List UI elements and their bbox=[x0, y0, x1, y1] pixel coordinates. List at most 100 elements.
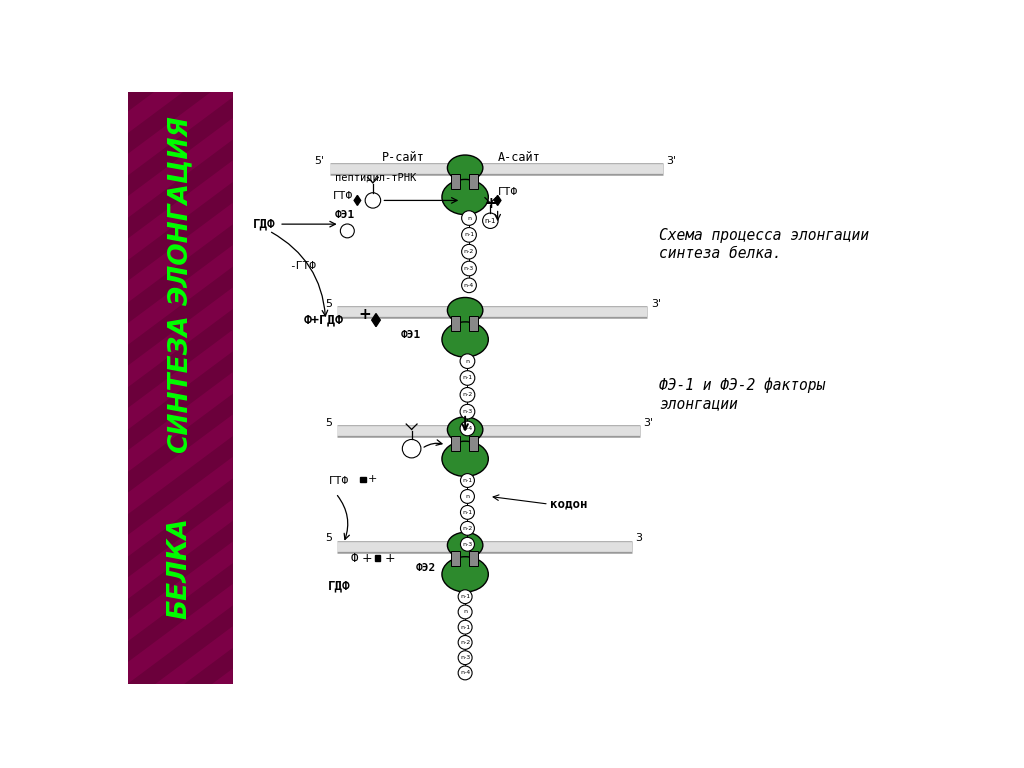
Text: n-2: n-2 bbox=[462, 392, 472, 397]
Text: +: + bbox=[368, 475, 377, 485]
Text: Схема процесса элонгации: Схема процесса элонгации bbox=[658, 228, 869, 243]
Text: Р-сайт: Р-сайт bbox=[382, 151, 425, 164]
Circle shape bbox=[461, 489, 474, 503]
Text: -ГТФ: -ГТФ bbox=[289, 261, 315, 271]
Text: ГТФ: ГТФ bbox=[498, 187, 518, 197]
Ellipse shape bbox=[447, 532, 483, 558]
Ellipse shape bbox=[447, 297, 483, 323]
Ellipse shape bbox=[442, 442, 488, 476]
Text: n-1: n-1 bbox=[463, 376, 472, 380]
Polygon shape bbox=[128, 0, 232, 48]
Text: ГДФ: ГДФ bbox=[328, 579, 350, 592]
Polygon shape bbox=[128, 118, 232, 217]
Text: +: + bbox=[484, 197, 497, 211]
Polygon shape bbox=[128, 627, 232, 726]
Circle shape bbox=[460, 421, 475, 435]
Text: ГДФ: ГДФ bbox=[252, 217, 274, 230]
Text: n-3: n-3 bbox=[462, 409, 472, 414]
Bar bbox=[128, 92, 232, 684]
Ellipse shape bbox=[447, 417, 483, 442]
Text: 5: 5 bbox=[325, 299, 332, 309]
Circle shape bbox=[462, 244, 476, 259]
Text: элонгации: элонгации bbox=[658, 396, 737, 412]
Circle shape bbox=[458, 621, 472, 634]
Text: СИНТЕЗА: СИНТЕЗА bbox=[167, 314, 193, 452]
Text: n-3: n-3 bbox=[460, 655, 470, 660]
Text: 3': 3' bbox=[667, 156, 677, 166]
Bar bbox=[469, 316, 478, 331]
Ellipse shape bbox=[442, 180, 488, 214]
Text: n-4: n-4 bbox=[460, 670, 470, 675]
Polygon shape bbox=[128, 34, 232, 133]
Text: n-1: n-1 bbox=[463, 478, 472, 483]
Polygon shape bbox=[128, 457, 232, 557]
Text: ГТФ: ГТФ bbox=[334, 190, 353, 200]
Polygon shape bbox=[128, 203, 232, 303]
Text: ФЭ1: ФЭ1 bbox=[400, 330, 421, 340]
Text: n-3: n-3 bbox=[462, 541, 472, 547]
Polygon shape bbox=[128, 541, 232, 641]
Bar bbox=[469, 551, 478, 566]
Circle shape bbox=[462, 278, 476, 293]
Polygon shape bbox=[128, 245, 232, 345]
Circle shape bbox=[458, 666, 472, 680]
Circle shape bbox=[462, 261, 476, 276]
Circle shape bbox=[458, 650, 472, 664]
Circle shape bbox=[461, 538, 474, 551]
Circle shape bbox=[461, 474, 474, 488]
Ellipse shape bbox=[442, 322, 488, 357]
Bar bbox=[469, 174, 478, 189]
Bar bbox=[451, 174, 461, 189]
Polygon shape bbox=[128, 0, 232, 6]
Text: пептидил-тРНК: пептидил-тРНК bbox=[336, 173, 417, 183]
Text: n-4: n-4 bbox=[464, 283, 474, 288]
Text: +: + bbox=[385, 551, 395, 564]
Polygon shape bbox=[495, 195, 501, 205]
Text: ГТФ: ГТФ bbox=[329, 476, 349, 486]
Text: +: + bbox=[361, 551, 372, 564]
Text: ФЭ1: ФЭ1 bbox=[335, 210, 355, 220]
Bar bbox=[360, 477, 366, 482]
Bar bbox=[451, 551, 461, 566]
Circle shape bbox=[458, 635, 472, 650]
Text: 3': 3' bbox=[643, 418, 653, 428]
Circle shape bbox=[461, 505, 474, 519]
Text: ЭЛОНГАЦИЯ: ЭЛОНГАЦИЯ bbox=[167, 115, 193, 305]
Text: n-3: n-3 bbox=[464, 266, 474, 271]
Text: Ф+ГДФ: Ф+ГДФ bbox=[303, 313, 343, 326]
Polygon shape bbox=[128, 669, 232, 768]
Text: ФЭ2: ФЭ2 bbox=[416, 563, 436, 573]
Circle shape bbox=[458, 605, 472, 619]
Polygon shape bbox=[128, 499, 232, 599]
Text: n-1: n-1 bbox=[464, 233, 474, 237]
Text: 3': 3' bbox=[651, 299, 662, 309]
Text: БЕЛКА: БЕЛКА bbox=[167, 517, 193, 619]
Circle shape bbox=[366, 193, 381, 208]
Text: 5': 5' bbox=[314, 156, 324, 166]
Polygon shape bbox=[128, 584, 232, 684]
Text: n-1: n-1 bbox=[460, 594, 470, 599]
Text: n-1: n-1 bbox=[460, 624, 470, 630]
Bar bbox=[375, 555, 380, 561]
Circle shape bbox=[482, 213, 498, 228]
Text: n-2: n-2 bbox=[464, 249, 474, 254]
Text: n-2: n-2 bbox=[462, 526, 472, 531]
Text: n-4: n-4 bbox=[462, 426, 472, 431]
Circle shape bbox=[458, 590, 472, 604]
Text: +: + bbox=[358, 307, 371, 323]
Polygon shape bbox=[128, 415, 232, 514]
Polygon shape bbox=[128, 753, 232, 768]
Bar bbox=[469, 435, 478, 451]
Text: 3: 3 bbox=[636, 534, 643, 544]
Circle shape bbox=[460, 354, 475, 369]
Circle shape bbox=[402, 439, 421, 458]
Text: n: n bbox=[466, 359, 469, 364]
Text: n-1: n-1 bbox=[463, 510, 472, 515]
Text: ФЭ-1 и ФЭ-2 факторы: ФЭ-1 и ФЭ-2 факторы bbox=[658, 377, 825, 392]
Circle shape bbox=[462, 210, 476, 225]
Text: n: n bbox=[463, 610, 467, 614]
Text: n-2: n-2 bbox=[460, 640, 470, 645]
Polygon shape bbox=[128, 161, 232, 260]
Bar bbox=[451, 435, 461, 451]
Text: А-сайт: А-сайт bbox=[498, 151, 541, 164]
